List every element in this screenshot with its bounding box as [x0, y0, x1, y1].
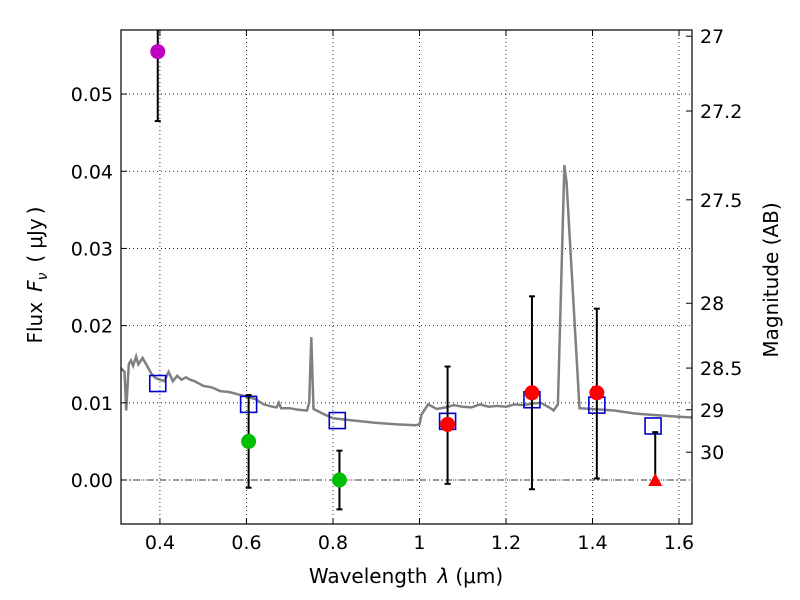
series-layer [121, 30, 692, 511]
x-tick-label: 1 [413, 532, 425, 554]
x-tick-label: 0.6 [231, 532, 261, 554]
y-tick-label: 0.00 [71, 470, 113, 492]
observed-point [440, 416, 456, 432]
y2-tick-label: 30 [700, 442, 724, 464]
y2-tick-label: 28.5 [700, 358, 742, 380]
y2-axis-label: Magnitude (AB) [759, 202, 783, 357]
y-tick-label: 0.01 [71, 393, 113, 415]
y-axis-label: FluxFν(μJy) [23, 206, 51, 343]
x-tick-label: 1.4 [577, 532, 607, 554]
model-photometry-square [644, 417, 662, 435]
x-tick-label: 0.4 [145, 532, 175, 554]
y2-tick-label: 27 [700, 26, 724, 48]
model-photometry-square [148, 374, 167, 393]
y-tick-label: 0.03 [71, 238, 113, 260]
observed-point [241, 433, 257, 449]
plot-frame [120, 29, 693, 525]
observed-point [150, 44, 166, 60]
y2-tick-label: 29 [700, 400, 724, 422]
y2-tick-label: 27.5 [700, 190, 742, 212]
y-tick-label: 0.04 [71, 161, 113, 183]
x-axis-label: Wavelength λ (μm) [309, 564, 503, 588]
observed-point [524, 385, 540, 401]
x-tick-label: 1.6 [664, 532, 694, 554]
y2-tick-label: 28 [700, 293, 724, 315]
observed-point [331, 472, 347, 488]
x-tick-label: 1.2 [491, 532, 521, 554]
y2-tick-label: 27.2 [700, 101, 742, 123]
upper-limit-marker [648, 473, 663, 487]
ticks-layer: 0.4 0.6 0.8 1 1.2 1.4 1.6 0.00 0.01 0.02 0.03 0.04 0… [71, 26, 743, 554]
grid [121, 30, 692, 524]
x-tick-label: 0.8 [318, 532, 348, 554]
y-tick-label: 0.02 [71, 316, 113, 338]
y-tick-label: 0.05 [71, 84, 113, 106]
model-photometry-square [328, 411, 347, 430]
observed-point [589, 385, 605, 401]
